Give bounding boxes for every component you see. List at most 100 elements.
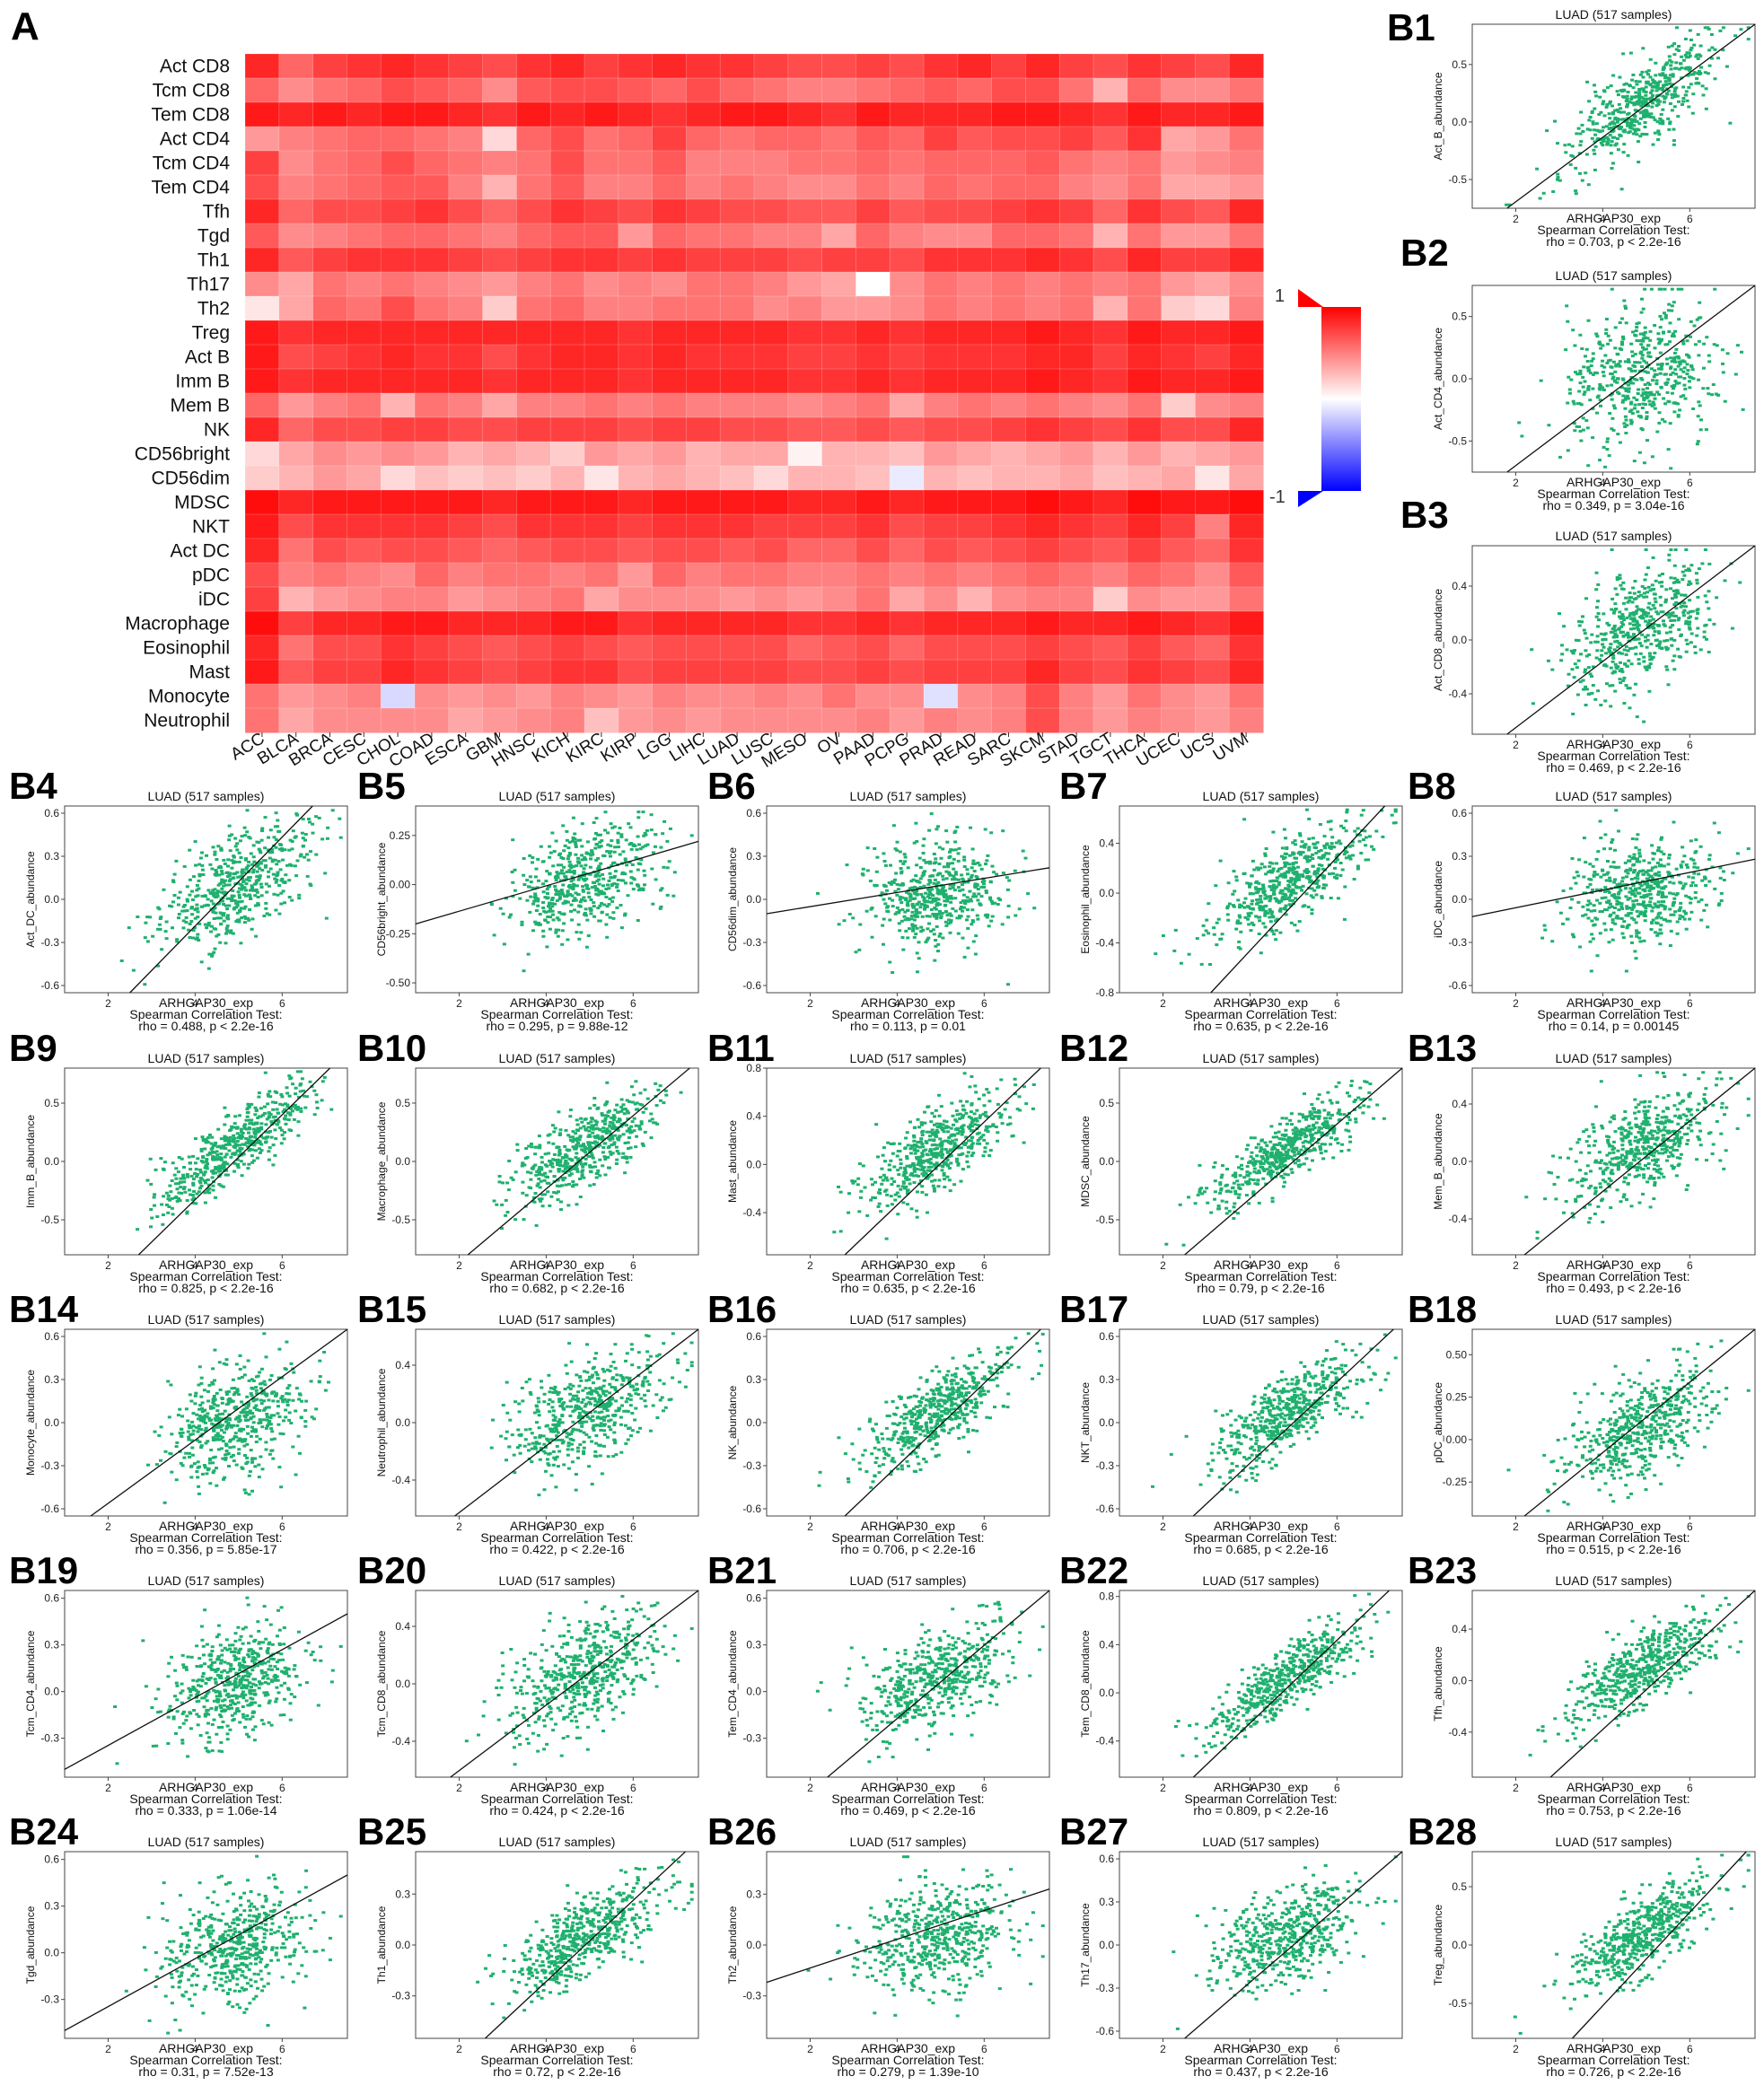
data-point: [1284, 913, 1288, 916]
data-point: [1574, 638, 1578, 642]
data-point: [1539, 379, 1543, 382]
data-point: [1668, 82, 1672, 85]
data-point: [1628, 125, 1633, 128]
heatmap-cell: [347, 562, 382, 588]
data-point: [668, 827, 672, 830]
data-point: [1700, 84, 1705, 88]
data-point: [1615, 120, 1619, 124]
data-point: [1646, 114, 1651, 118]
data-point: [1635, 399, 1639, 401]
data-point: [1634, 645, 1638, 649]
heatmap-cell: [787, 441, 823, 467]
data-point: [265, 912, 269, 916]
heatmap-cell: [1093, 53, 1128, 79]
heatmap-cell: [889, 683, 925, 709]
data-point: [294, 812, 299, 816]
heatmap-cell: [414, 465, 450, 491]
data-point: [1610, 684, 1615, 688]
data-point: [562, 913, 566, 916]
data-point: [186, 899, 189, 903]
data-point: [601, 884, 605, 888]
heatmap-cell: [618, 77, 654, 103]
data-point: [588, 865, 592, 869]
data-point: [1670, 384, 1674, 388]
data-point: [956, 886, 961, 889]
data-point: [1647, 689, 1652, 693]
heatmap-cell: [549, 344, 585, 370]
data-point: [1686, 74, 1690, 77]
data-point: [1660, 318, 1663, 321]
heatmap-cell: [244, 659, 280, 685]
heatmap-cell: [856, 586, 891, 612]
data-point: [1668, 630, 1672, 634]
data-point: [1659, 287, 1663, 291]
data-point: [1032, 907, 1037, 910]
data-point: [561, 824, 566, 828]
data-point: [1611, 861, 1616, 864]
heatmap-cell: [549, 368, 585, 394]
data-point: [959, 907, 962, 911]
data-point: [1666, 683, 1671, 687]
heatmap-cell: [719, 610, 755, 636]
data-point: [1589, 641, 1593, 644]
data-point: [1300, 889, 1304, 892]
data-point: [948, 887, 952, 890]
data-point: [1567, 375, 1571, 379]
data-point: [1692, 324, 1697, 328]
heatmap-cell: [1195, 635, 1231, 661]
data-point: [219, 922, 224, 925]
data-point: [1261, 887, 1266, 890]
data-point: [1187, 952, 1191, 956]
heatmap-cell: [347, 53, 382, 79]
data-point: [277, 829, 282, 833]
data-point: [1629, 120, 1634, 123]
data-point: [532, 896, 537, 899]
data-point: [1291, 866, 1295, 870]
data-point: [1651, 906, 1655, 909]
data-point: [1661, 86, 1664, 90]
data-point: [1613, 346, 1618, 350]
data-point: [571, 899, 575, 902]
data-point: [583, 874, 586, 878]
data-point: [1651, 379, 1654, 382]
data-point: [917, 941, 921, 944]
heatmap-cell: [1093, 174, 1128, 200]
heatmap-cell: [957, 77, 993, 103]
data-point: [1643, 392, 1647, 396]
scatter-points: [1154, 808, 1398, 966]
heatmap-cell: [1228, 150, 1264, 176]
data-point: [955, 826, 960, 828]
data-point: [1014, 914, 1018, 917]
data-point: [1652, 634, 1656, 637]
data-point: [1677, 67, 1681, 71]
heatmap-cell: [278, 271, 314, 297]
heatmap-cell: [482, 538, 518, 564]
data-point: [158, 927, 162, 931]
data-point: [919, 930, 924, 933]
data-point: [1633, 95, 1637, 99]
heatmap-cell: [1195, 513, 1231, 539]
data-point: [299, 853, 303, 856]
data-point: [1225, 913, 1230, 916]
data-point: [1643, 126, 1647, 128]
heatmap-cell: [889, 489, 925, 515]
data-point: [213, 853, 217, 856]
heatmap-cell: [516, 344, 552, 370]
data-point: [1624, 596, 1628, 600]
data-point: [1607, 624, 1611, 626]
data-point: [1620, 343, 1624, 346]
data-point: [275, 878, 279, 881]
heatmap-cell: [244, 368, 280, 394]
data-point: [188, 893, 192, 897]
data-point: [906, 916, 910, 920]
data-point: [1251, 907, 1255, 910]
data-point: [951, 878, 954, 881]
data-point: [1347, 855, 1352, 859]
heatmap-cell: [889, 586, 925, 612]
data-point: [1595, 335, 1600, 338]
heatmap-cell: [753, 320, 789, 346]
heatmap-cell: [652, 101, 688, 127]
heatmap-cell: [482, 126, 518, 152]
data-point: [305, 853, 309, 856]
data-point: [1602, 126, 1606, 129]
